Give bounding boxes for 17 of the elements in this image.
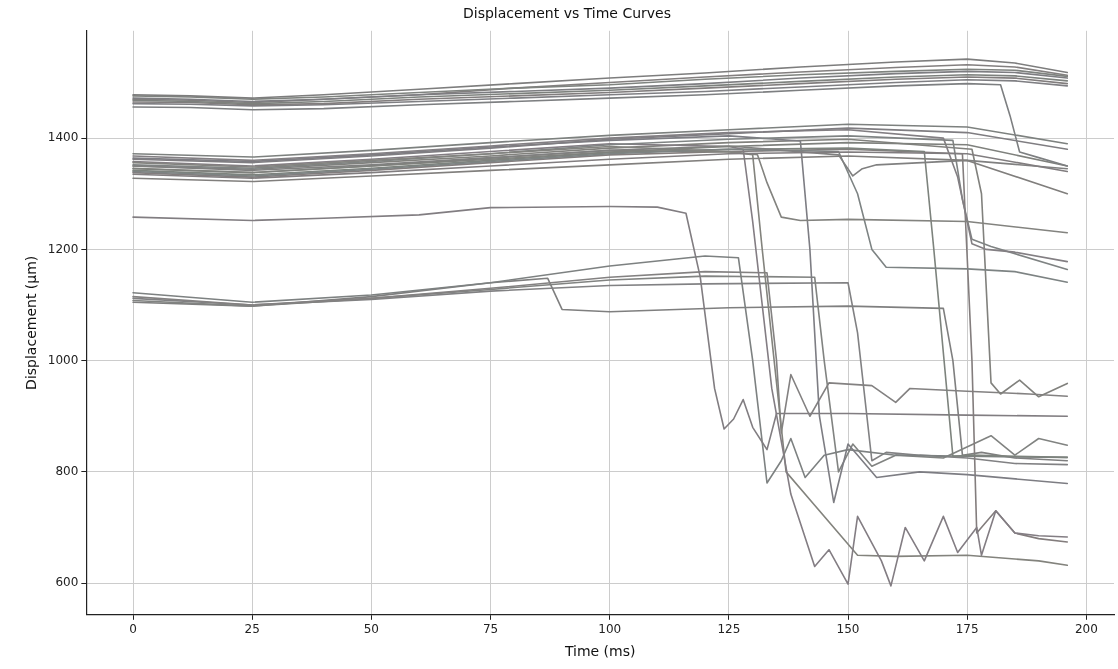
x-tick-label: 0 xyxy=(129,622,137,637)
x-tick-label: 50 xyxy=(363,622,380,637)
x-tick-label: 100 xyxy=(598,622,622,637)
x-tick-label: 150 xyxy=(836,622,860,637)
x-tick-label: 75 xyxy=(482,622,499,637)
y-tick-label: 600 xyxy=(55,575,79,590)
y-tick-label: 1200 xyxy=(47,241,79,256)
y-tick-label: 800 xyxy=(55,463,79,478)
x-axis-title: Time (ms) xyxy=(563,643,636,660)
y-tick-label: 1400 xyxy=(47,130,79,145)
y-axis-title: Displacement (µm) xyxy=(23,255,40,390)
x-tick-label: 125 xyxy=(717,622,741,637)
x-tick-label: 200 xyxy=(1074,622,1098,637)
x-tick-label: 25 xyxy=(244,622,260,637)
chart-title: Displacement vs Time Curves xyxy=(462,5,672,22)
y-tick-label: 1000 xyxy=(47,352,79,367)
x-tick-label: 175 xyxy=(955,622,979,637)
